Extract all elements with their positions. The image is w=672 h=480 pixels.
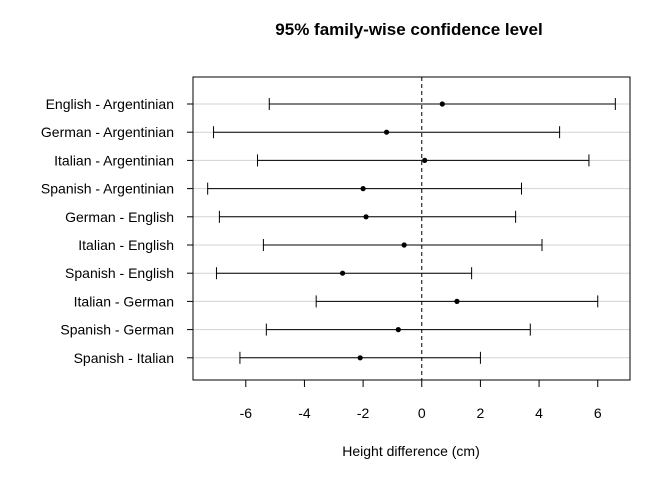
category-label: German - Argentinian [41,124,174,140]
estimate-point [357,355,363,361]
estimate-point [401,242,407,248]
category-label: Spanish - Argentinian [41,181,174,197]
estimate-point [360,186,366,192]
estimate-point [383,129,390,135]
category-label: English - Argentinian [46,96,174,112]
estimate-point [439,101,445,107]
estimate-point [363,214,369,220]
x-tick-label: 2 [477,405,485,421]
estimate-point [339,270,346,276]
category-label: Spanish - English [65,265,174,281]
x-tick-label: -4 [298,405,311,421]
category-label: Italian - English [78,237,174,253]
category-label: German - English [65,209,174,225]
estimate-point [454,298,460,304]
chart-title: 95% family-wise confidence level [275,20,542,39]
plot-frame [192,76,631,381]
category-label: Italian - Argentinian [54,152,174,168]
estimate-point [422,157,428,163]
x-tick-label: -6 [240,405,253,421]
x-axis-label: Height difference (cm) [342,443,479,459]
grid-lines [193,103,630,359]
x-axis: -6 -4 -2 0 2 4 6 [240,380,602,421]
category-labels: English - Argentinian German - Argentinia… [41,96,193,366]
category-label: Italian - German [74,293,174,309]
estimate-point [395,327,401,333]
intervals-layer [207,98,616,364]
x-tick-label: 4 [535,405,543,421]
x-tick-label: -2 [357,405,370,421]
x-tick-label: 0 [418,405,426,421]
x-tick-label: 6 [594,405,602,421]
category-label: Spanish - Italian [74,350,174,366]
category-label: Spanish - German [60,322,174,338]
